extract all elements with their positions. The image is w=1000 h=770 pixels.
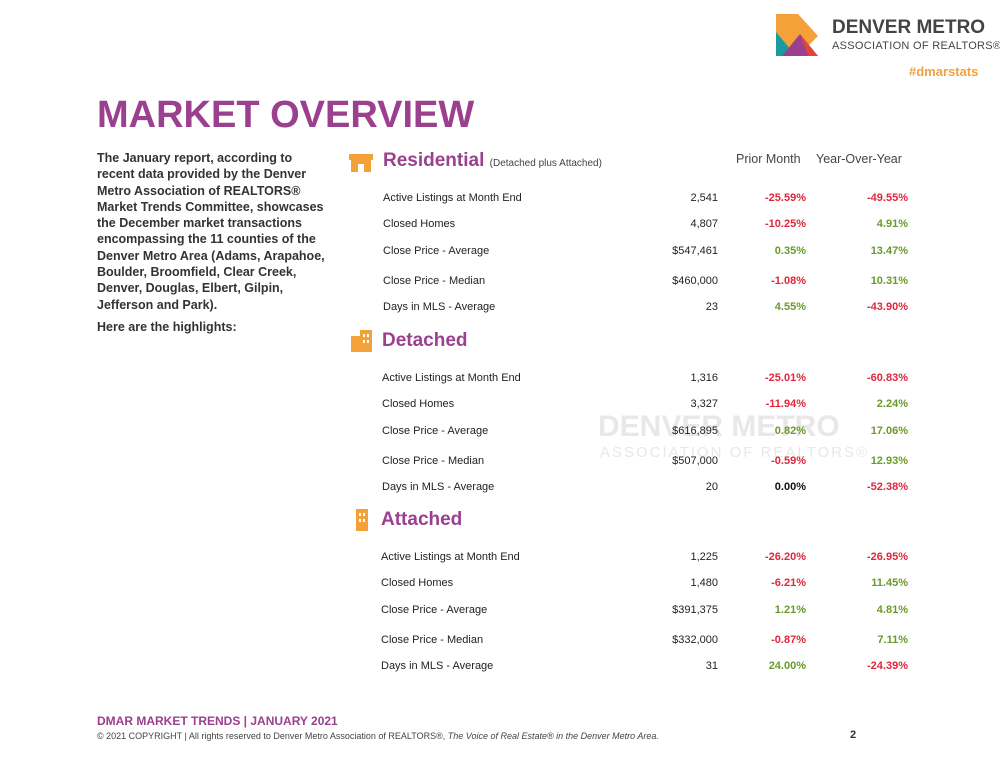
section-icon <box>351 330 372 352</box>
yoy-change: 10.31% <box>870 275 908 287</box>
column-header: Year-Over-Year <box>816 152 902 166</box>
intro-text: The January report, according to recent … <box>97 151 325 312</box>
section-title: Residential (Detached plus Attached) <box>383 150 602 172</box>
yoy-change: 4.91% <box>876 218 908 230</box>
section-name: Attached <box>381 509 463 530</box>
row-value: $547,461 <box>672 245 718 257</box>
row-label: Closed Homes <box>382 398 455 410</box>
prior-month-change: 24.00% <box>768 660 806 672</box>
yoy-change: 4.81% <box>876 604 908 616</box>
footer-copyright: © 2021 COPYRIGHT | All rights reserved t… <box>97 731 659 741</box>
row-label: Active Listings at Month End <box>382 372 521 384</box>
prior-month-change: -0.87% <box>771 634 806 646</box>
row-label: Days in MLS - Average <box>381 660 494 672</box>
intro: The January report, according to recent … <box>97 150 325 335</box>
prior-month-change: -11.94% <box>765 398 806 410</box>
watermark: ASSOCIATION OF REALTORS® <box>600 444 870 461</box>
row-value: $507,000 <box>672 455 718 467</box>
yoy-change: 17.06% <box>870 425 908 437</box>
row-value: 4,807 <box>690 218 718 230</box>
row-label: Days in MLS - Average <box>382 481 495 493</box>
logo-line1: DENVER METRO <box>832 17 986 38</box>
row-value: 1,225 <box>690 551 718 563</box>
row-label: Active Listings at Month End <box>381 551 520 563</box>
prior-month-change: -25.01% <box>765 372 806 384</box>
prior-month-change: 0.82% <box>774 425 806 437</box>
section-icon <box>349 154 373 172</box>
yoy-change: -43.90% <box>867 301 908 313</box>
row-value: $460,000 <box>672 275 718 287</box>
yoy-change: -49.55% <box>867 192 908 204</box>
row-label: Close Price - Average <box>381 604 488 616</box>
row-label: Close Price - Median <box>382 455 485 467</box>
prior-month-change: -26.20% <box>765 551 806 563</box>
prior-month-change: -10.25% <box>765 218 806 230</box>
row-label: Days in MLS - Average <box>383 301 496 313</box>
yoy-change: 11.45% <box>871 577 908 589</box>
prior-month-change: -0.59% <box>771 455 806 467</box>
yoy-change: -26.95% <box>867 551 908 563</box>
intro-text: Here are the highlights: <box>97 319 237 334</box>
section-title: Detached <box>382 330 468 352</box>
row-value: 23 <box>705 301 718 313</box>
logo-line2: ASSOCIATION OF REALTORS® <box>832 40 1000 52</box>
prior-month-change: 0.00% <box>774 481 806 493</box>
column-header: Prior Month <box>736 152 801 166</box>
row-value: 2,541 <box>690 192 718 204</box>
row-value: $391,375 <box>672 604 718 616</box>
row-value: 1,480 <box>690 577 718 589</box>
copyright: © 2021 COPYRIGHT | All rights reserved t… <box>97 731 446 741</box>
section-title: Attached <box>381 509 462 531</box>
watermark: DENVER METRO <box>598 410 840 443</box>
prior-month-change: 4.55% <box>774 301 806 313</box>
page-title: MARKET OVERVIEW <box>97 94 475 136</box>
row-label: Active Listings at Month End <box>383 192 522 204</box>
section-icon <box>356 509 368 531</box>
row-label: Close Price - Average <box>382 425 489 437</box>
row-value: $332,000 <box>672 634 718 646</box>
row-label: Closed Homes <box>383 218 456 230</box>
row-label: Close Price - Median <box>383 275 486 287</box>
yoy-change: -60.83% <box>867 372 908 384</box>
prior-month-change: -25.59% <box>765 192 806 204</box>
yoy-change: -24.39% <box>867 660 908 672</box>
footer-title: DMAR MARKET TRENDS | JANUARY 2021 <box>97 714 338 728</box>
section-note: (Detached plus Attached) <box>489 158 602 169</box>
row-label: Close Price - Average <box>383 245 490 257</box>
logo-mark <box>776 14 818 56</box>
yoy-change: 12.93% <box>870 455 908 467</box>
yoy-change: 13.47% <box>870 245 908 257</box>
prior-month-change: -6.21% <box>771 577 806 589</box>
row-value: 20 <box>705 481 718 493</box>
hashtag: #dmarstats <box>909 64 979 79</box>
section-name: Detached <box>382 330 468 351</box>
yoy-change: -52.38% <box>867 481 908 493</box>
row-label: Close Price - Median <box>381 634 484 646</box>
section-name: Residential <box>383 150 485 171</box>
prior-month-change: 0.35% <box>774 245 806 257</box>
prior-month-change: -1.08% <box>771 275 806 287</box>
page-number: 2 <box>850 729 857 741</box>
row-value: 1,316 <box>690 372 718 384</box>
prior-month-change: 1.21% <box>774 604 806 616</box>
row-value: $616,895 <box>672 425 718 437</box>
row-value: 3,327 <box>690 398 718 410</box>
tagline: The Voice of Real Estate® in the Denver … <box>447 731 659 741</box>
yoy-change: 7.11% <box>877 634 908 646</box>
row-label: Closed Homes <box>381 577 454 589</box>
row-value: 31 <box>705 660 718 672</box>
yoy-change: 2.24% <box>876 398 908 410</box>
